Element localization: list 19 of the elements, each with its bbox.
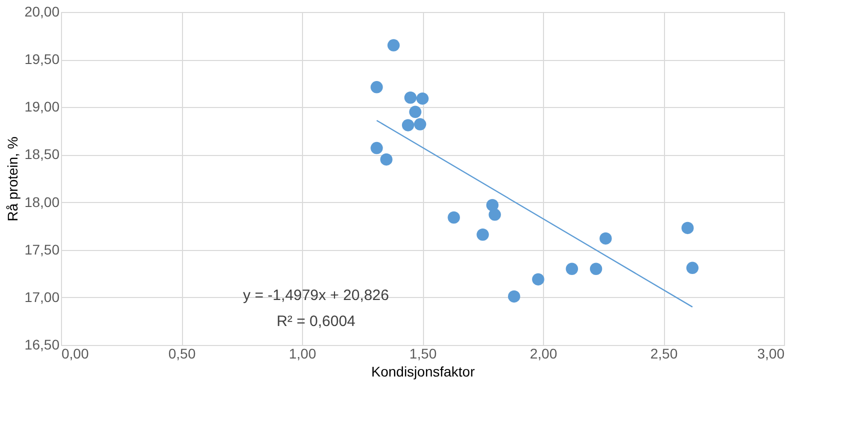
x-tick-label: 2,50 <box>650 346 678 362</box>
annotation: R² = 0,6004 <box>276 313 356 330</box>
y-tick-label: 16,50 <box>24 336 60 352</box>
y-tick-label: 17,50 <box>24 241 60 258</box>
y-axis-title: Rå protein, % <box>4 136 20 222</box>
x-tick-label: 3,00 <box>757 346 785 362</box>
y-tick-label: 18,00 <box>24 194 60 210</box>
x-tick-label: 1,50 <box>409 346 437 362</box>
y-tick-label: 18,50 <box>24 146 60 162</box>
x-tick-label: 1,00 <box>288 346 316 362</box>
x-axis-title: Kondisjonsfaktor <box>371 364 476 380</box>
y-tick-label: 19,00 <box>24 98 60 115</box>
x-tick-label: 0,00 <box>62 346 89 362</box>
annotation: y = -1,4979x + 20,826 <box>243 287 389 304</box>
y-tick-label: 20,00 <box>24 4 60 20</box>
y-tick-label: 19,50 <box>24 51 60 68</box>
x-tick-label: 2,00 <box>530 346 558 362</box>
x-tick-label: 0,50 <box>168 346 196 362</box>
y-tick-label: 17,00 <box>24 288 60 305</box>
